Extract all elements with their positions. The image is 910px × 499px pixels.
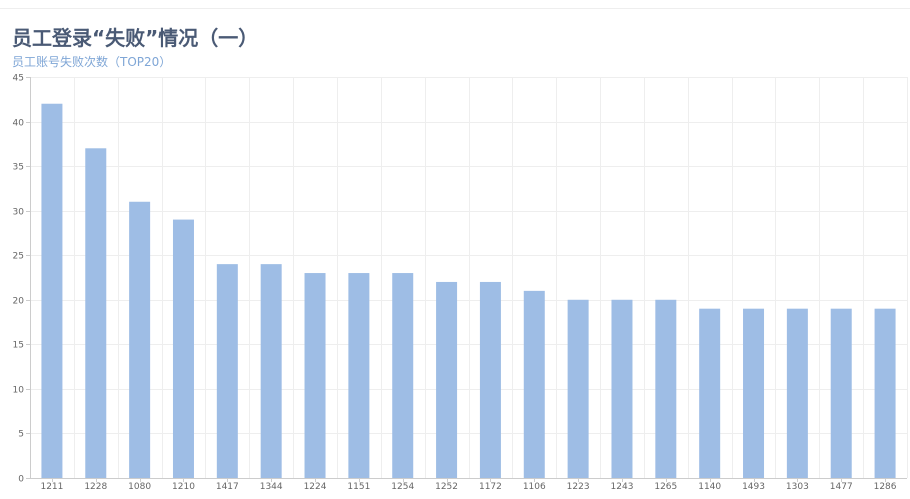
bar — [172, 219, 194, 479]
bar — [874, 308, 896, 478]
x-tick-label: 1477 — [830, 482, 853, 492]
x-tick-label: 1286 — [874, 482, 897, 492]
bar — [523, 290, 545, 478]
y-tick-label: 15 — [13, 341, 24, 351]
bar — [567, 299, 589, 478]
y-tick-label: 10 — [13, 386, 25, 396]
x-tick-label: 1172 — [479, 482, 502, 492]
x-tick-label: 1228 — [84, 482, 107, 492]
x-tick-label: 1106 — [523, 482, 546, 492]
x-tick-label: 1080 — [128, 482, 151, 492]
bar — [304, 273, 326, 478]
bar — [392, 273, 414, 478]
x-tick-label: 1417 — [216, 482, 239, 492]
x-tick-label: 1224 — [304, 482, 327, 492]
x-tick-label: 1140 — [698, 482, 721, 492]
y-tick-label: 0 — [18, 475, 24, 485]
x-tick-label: 1493 — [742, 482, 765, 492]
bar — [85, 148, 107, 479]
bar — [436, 281, 458, 478]
bar — [348, 273, 370, 478]
y-tick-label: 20 — [13, 297, 25, 307]
bar — [479, 281, 501, 478]
y-tick-label: 40 — [13, 119, 25, 129]
chart-subtitle: 员工账号失败次数（TOP20） — [12, 55, 172, 69]
x-tick-label: 1210 — [172, 482, 195, 492]
x-tick-label: 1303 — [786, 482, 809, 492]
x-tick-label: 1265 — [654, 482, 677, 492]
x-tick-label: 1223 — [567, 482, 590, 492]
x-tick-label: 1254 — [391, 482, 414, 492]
bar — [216, 264, 238, 478]
bar — [260, 264, 282, 478]
x-tick-label: 1211 — [40, 482, 63, 492]
x-tick-label: 1344 — [260, 482, 283, 492]
bar — [611, 299, 633, 478]
y-tick-label: 5 — [18, 430, 24, 440]
x-tick-label: 1252 — [435, 482, 458, 492]
y-tick-label: 35 — [13, 163, 24, 173]
y-tick-label: 30 — [13, 208, 25, 218]
bar — [830, 308, 852, 478]
bar — [41, 103, 63, 478]
bar — [743, 308, 765, 478]
bar — [786, 308, 808, 478]
chart-title: 员工登录“失败”情况（一） — [12, 26, 259, 50]
top-divider — [0, 8, 910, 9]
bar — [129, 201, 151, 478]
y-tick-label: 45 — [13, 74, 24, 84]
x-tick-label: 1151 — [347, 482, 370, 492]
y-tick-label: 25 — [13, 252, 24, 262]
bar — [655, 299, 677, 478]
x-tick-label: 1243 — [611, 482, 634, 492]
bar — [699, 308, 721, 478]
